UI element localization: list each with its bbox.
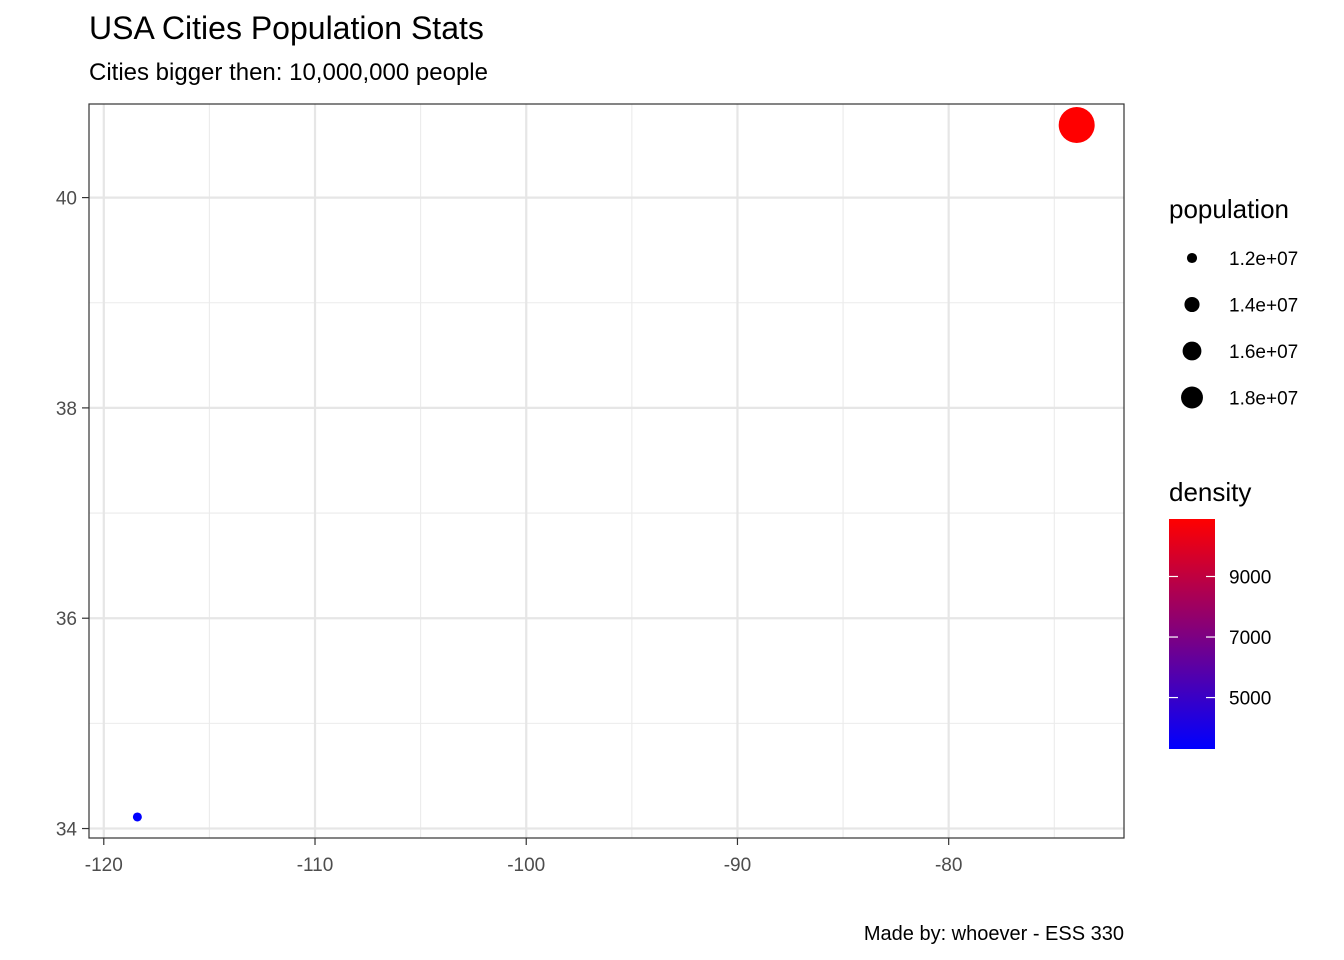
y-axis-tick-label: 38	[56, 399, 77, 420]
density-colorbar	[1169, 519, 1215, 749]
x-axis-tick-label: -110	[297, 855, 334, 876]
axes: -120 -110 -100 -90 -80 34 36 38 40	[56, 189, 963, 876]
x-axis-tick-label: -120	[85, 855, 123, 876]
legend-density-title: density	[1169, 477, 1251, 507]
legend-population-title: population	[1169, 194, 1289, 224]
legend-density: density 5000 7000 9000	[1169, 477, 1271, 749]
legend-size-label: 1.2e+07	[1229, 249, 1298, 270]
legend-size-label: 1.6e+07	[1229, 342, 1298, 363]
chart-caption: Made by: whoever - ESS 330	[863, 923, 1124, 945]
y-axis-tick-label: 36	[56, 609, 77, 630]
legend-size-key	[1182, 341, 1202, 361]
y-axis-tick-label: 40	[56, 189, 77, 210]
colorbar-tick-label: 5000	[1229, 689, 1271, 710]
y-axis-tick-label: 34	[56, 820, 78, 841]
legend-size-key	[1181, 386, 1203, 409]
colorbar-tick-label: 9000	[1229, 568, 1271, 589]
x-axis-tick-label: -100	[507, 855, 545, 876]
plot-panel-border	[88, 103, 1125, 839]
x-axis-tick-label: -80	[935, 855, 962, 876]
chart-title: USA Cities Population Stats	[89, 10, 484, 46]
data-points	[132, 107, 1095, 822]
data-point	[132, 812, 142, 822]
data-point	[1058, 107, 1095, 144]
x-axis-tick-label: -90	[724, 855, 751, 876]
legend-size-label: 1.4e+07	[1229, 296, 1298, 317]
grid-lines	[89, 104, 1124, 838]
legend-size-label: 1.8e+07	[1229, 389, 1298, 410]
legend-size-key	[1186, 252, 1198, 264]
legend-size-key	[1184, 296, 1200, 313]
chart-subtitle: Cities bigger then: 10,000,000 people	[89, 59, 488, 86]
plot-panel	[89, 104, 1124, 838]
colorbar-tick-label: 7000	[1229, 628, 1271, 649]
legend-population: population 1.2e+07 1.4e+07 1.6e+07 1.8e+07	[1169, 194, 1298, 410]
